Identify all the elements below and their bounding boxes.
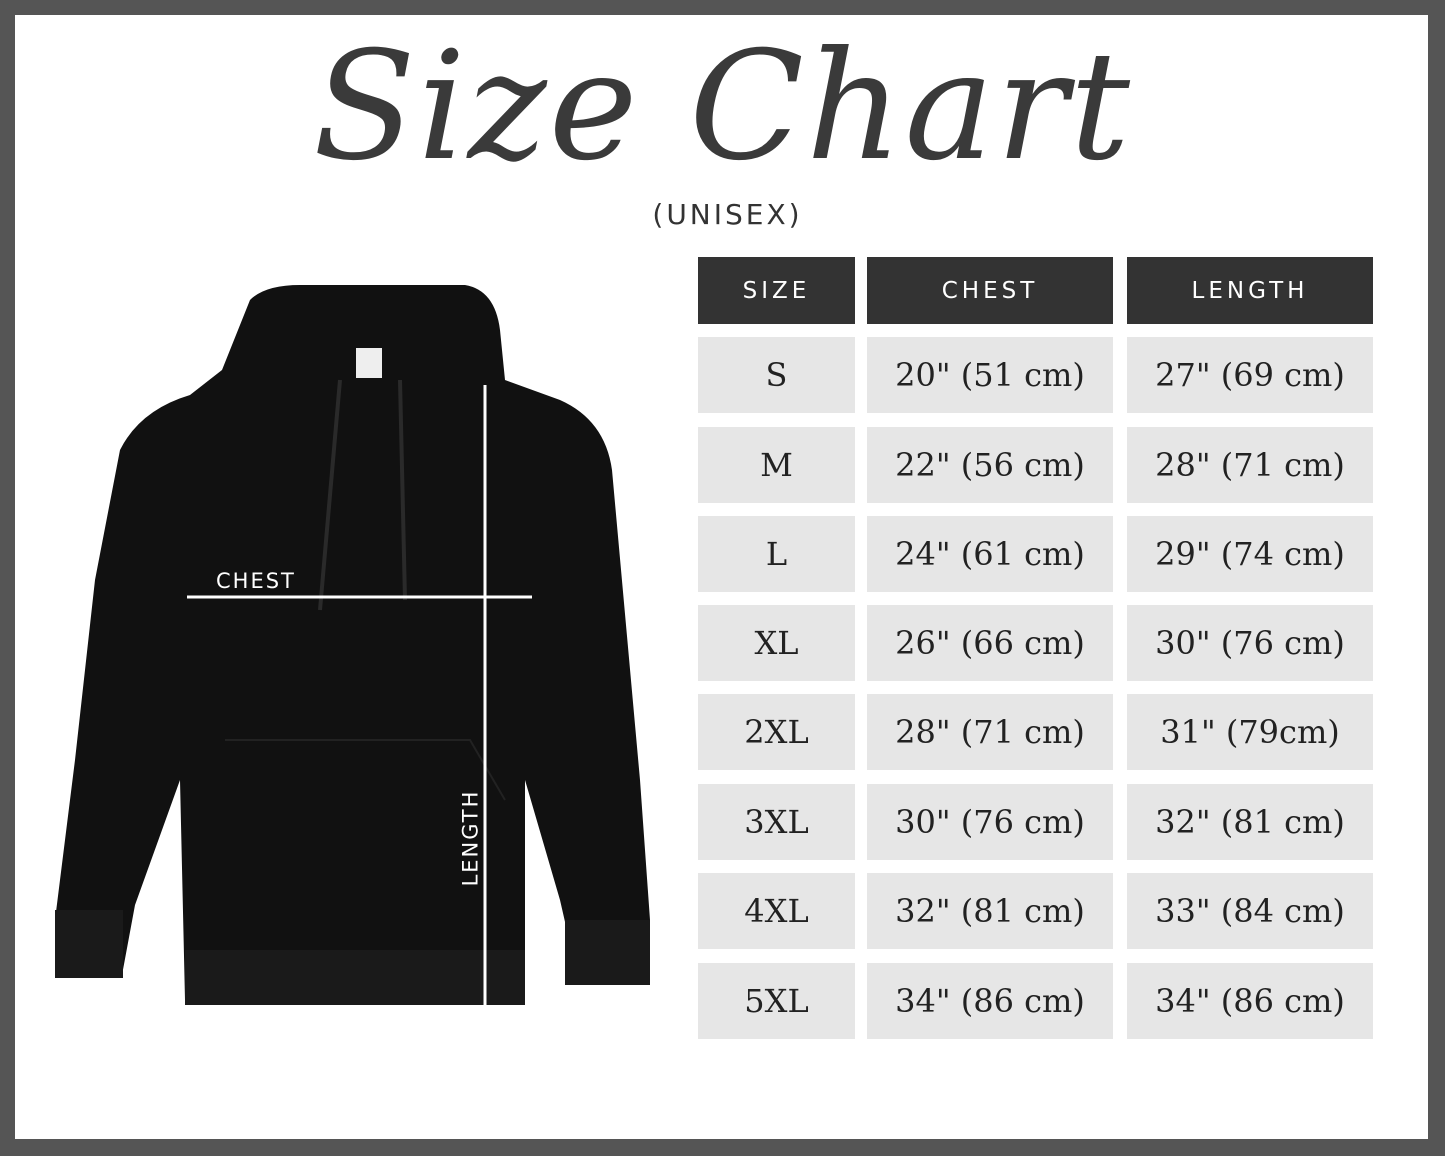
cell-length: 34" (86 cm) [1127,963,1373,1039]
cell-length: 30" (76 cm) [1127,605,1373,681]
subtitle: (UNISEX) [652,198,803,231]
header-length: LENGTH [1127,257,1373,324]
cell-length: 28" (71 cm) [1127,427,1373,503]
cell-length: 27" (69 cm) [1127,337,1373,413]
chest-label: CHEST [216,569,296,593]
cell-chest: 22" (56 cm) [867,427,1113,503]
cell-chest: 28" (71 cm) [867,694,1113,770]
cell-size: 2XL [698,694,855,770]
cell-chest: 24" (61 cm) [867,516,1113,592]
hoodie-illustration [55,285,650,1005]
cell-length: 33" (84 cm) [1127,873,1373,949]
page-title: Size Chart [313,20,1132,194]
length-label: LENGTH [458,789,483,887]
header-chest: CHEST [867,257,1113,324]
cell-chest: 20" (51 cm) [867,337,1113,413]
cell-size: S [698,337,855,413]
cell-chest: 26" (66 cm) [867,605,1113,681]
header-size: SIZE [698,257,855,324]
cell-length: 29" (74 cm) [1127,516,1373,592]
cell-size: 3XL [698,784,855,860]
cell-chest: 30" (76 cm) [867,784,1113,860]
cell-size: M [698,427,855,503]
cell-size: XL [698,605,855,681]
cell-size: 4XL [698,873,855,949]
cell-length: 32" (81 cm) [1127,784,1373,860]
cell-chest: 34" (86 cm) [867,963,1113,1039]
cell-length: 31" (79cm) [1127,694,1373,770]
cell-size: 5XL [698,963,855,1039]
cell-size: L [698,516,855,592]
cell-chest: 32" (81 cm) [867,873,1113,949]
